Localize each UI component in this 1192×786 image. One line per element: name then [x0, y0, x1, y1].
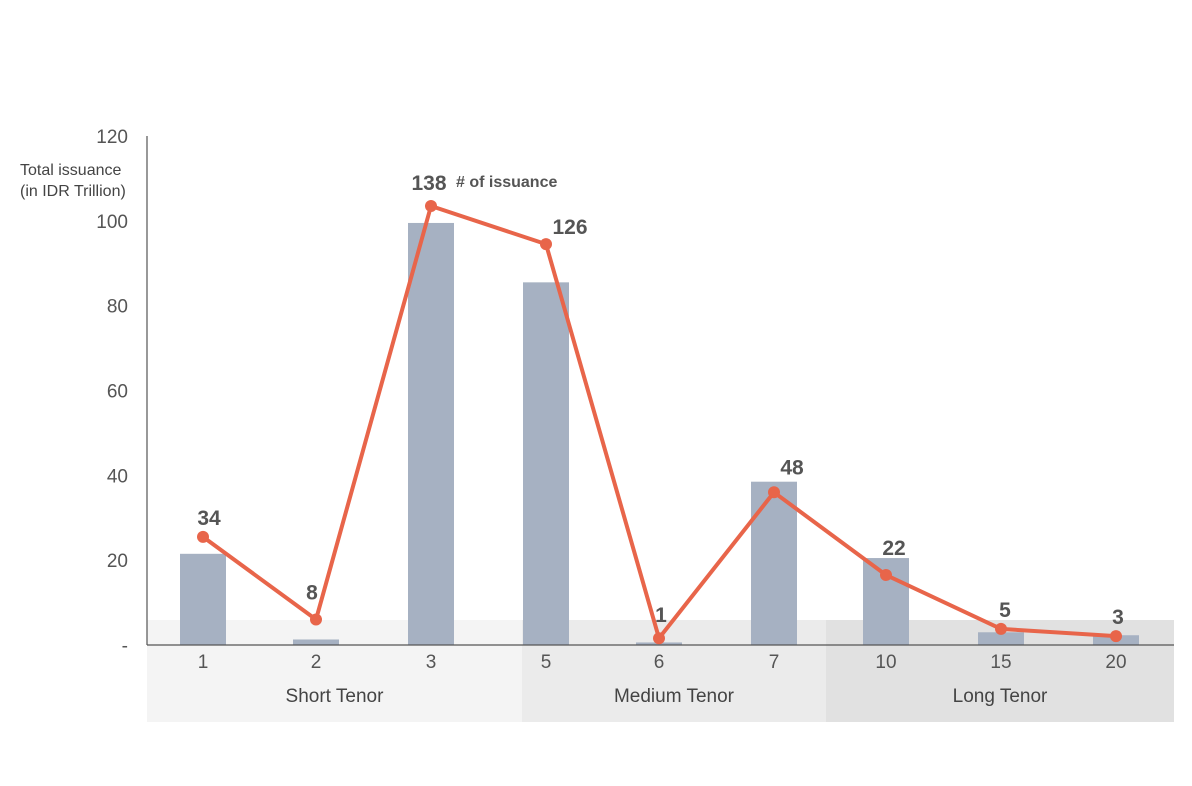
y-axis-title-line-2: (in IDR Trillion) — [20, 183, 126, 200]
x-tick-15: 15 — [990, 652, 1011, 673]
issuance-count-polyline — [201, 203, 1117, 641]
y-axis-title: Total issuance (in IDR Trillion) — [20, 162, 126, 200]
issuance-count-line — [197, 199, 1122, 645]
issuance-bars — [180, 222, 1139, 645]
y-tick-20: 20 — [107, 551, 128, 572]
bar-tenor-1 — [180, 553, 226, 645]
y-tick-100: 100 — [96, 212, 128, 233]
line-series-annotation: # of issuance — [456, 174, 557, 191]
line-label-tenor-3: 138 — [411, 172, 446, 195]
y-tick-120: 120 — [96, 127, 128, 148]
line-point-tenor-2 — [310, 613, 322, 626]
line-label-tenor-5: 126 — [552, 216, 587, 239]
y-tick-80: 80 — [107, 297, 128, 318]
bar-tenor-5 — [523, 282, 569, 645]
line-label-tenor-10: 22 — [882, 537, 905, 560]
y-axis-title-line-1: Total issuance — [20, 162, 121, 179]
line-label-tenor-2: 8 — [306, 582, 318, 605]
line-label-tenor-1: 34 — [197, 507, 221, 530]
line-point-tenor-7 — [768, 486, 780, 499]
group-label-long-tenor: Long Tenor — [953, 686, 1048, 707]
x-tick-1: 1 — [198, 652, 209, 673]
issuance-count-labels: 34 8 138 126 1 48 22 5 3 — [197, 172, 1124, 629]
bar-tenor-3 — [408, 222, 454, 645]
group-label-short-tenor: Short Tenor — [286, 686, 385, 707]
line-point-tenor-1 — [197, 530, 209, 543]
y-tick-60: 60 — [107, 382, 128, 403]
line-point-tenor-10 — [880, 569, 892, 582]
group-label-medium-tenor: Medium Tenor — [614, 686, 735, 707]
bar-tenor-2 — [293, 639, 339, 645]
line-label-tenor-7: 48 — [780, 456, 804, 479]
x-tick-7: 7 — [769, 652, 780, 673]
line-label-tenor-15: 5 — [999, 599, 1011, 622]
x-tick-6: 6 — [654, 652, 665, 673]
bar-tenor-15 — [978, 632, 1024, 645]
line-point-tenor-20 — [1110, 630, 1122, 643]
line-point-tenor-3 — [425, 199, 437, 212]
line-label-tenor-6: 1 — [655, 604, 667, 627]
line-point-tenor-15 — [995, 622, 1007, 635]
tenor-group-labels: Short Tenor Medium Tenor Long Tenor — [286, 686, 1048, 707]
axes — [146, 136, 1174, 646]
line-label-tenor-20: 3 — [1112, 606, 1124, 629]
y-tick-zero: - — [122, 636, 128, 657]
line-point-tenor-5 — [540, 238, 552, 251]
x-tick-2: 2 — [311, 652, 322, 673]
x-tick-20: 20 — [1105, 652, 1126, 673]
x-tick-5: 5 — [541, 652, 552, 673]
x-tick-10: 10 — [875, 652, 896, 673]
y-tick-40: 40 — [107, 466, 128, 487]
x-tick-labels: 1 2 3 5 6 7 10 15 20 — [198, 652, 1127, 673]
x-tick-3: 3 — [426, 652, 437, 673]
y-tick-labels: - 20 40 60 80 100 120 — [96, 127, 128, 657]
line-point-tenor-6 — [653, 632, 665, 645]
